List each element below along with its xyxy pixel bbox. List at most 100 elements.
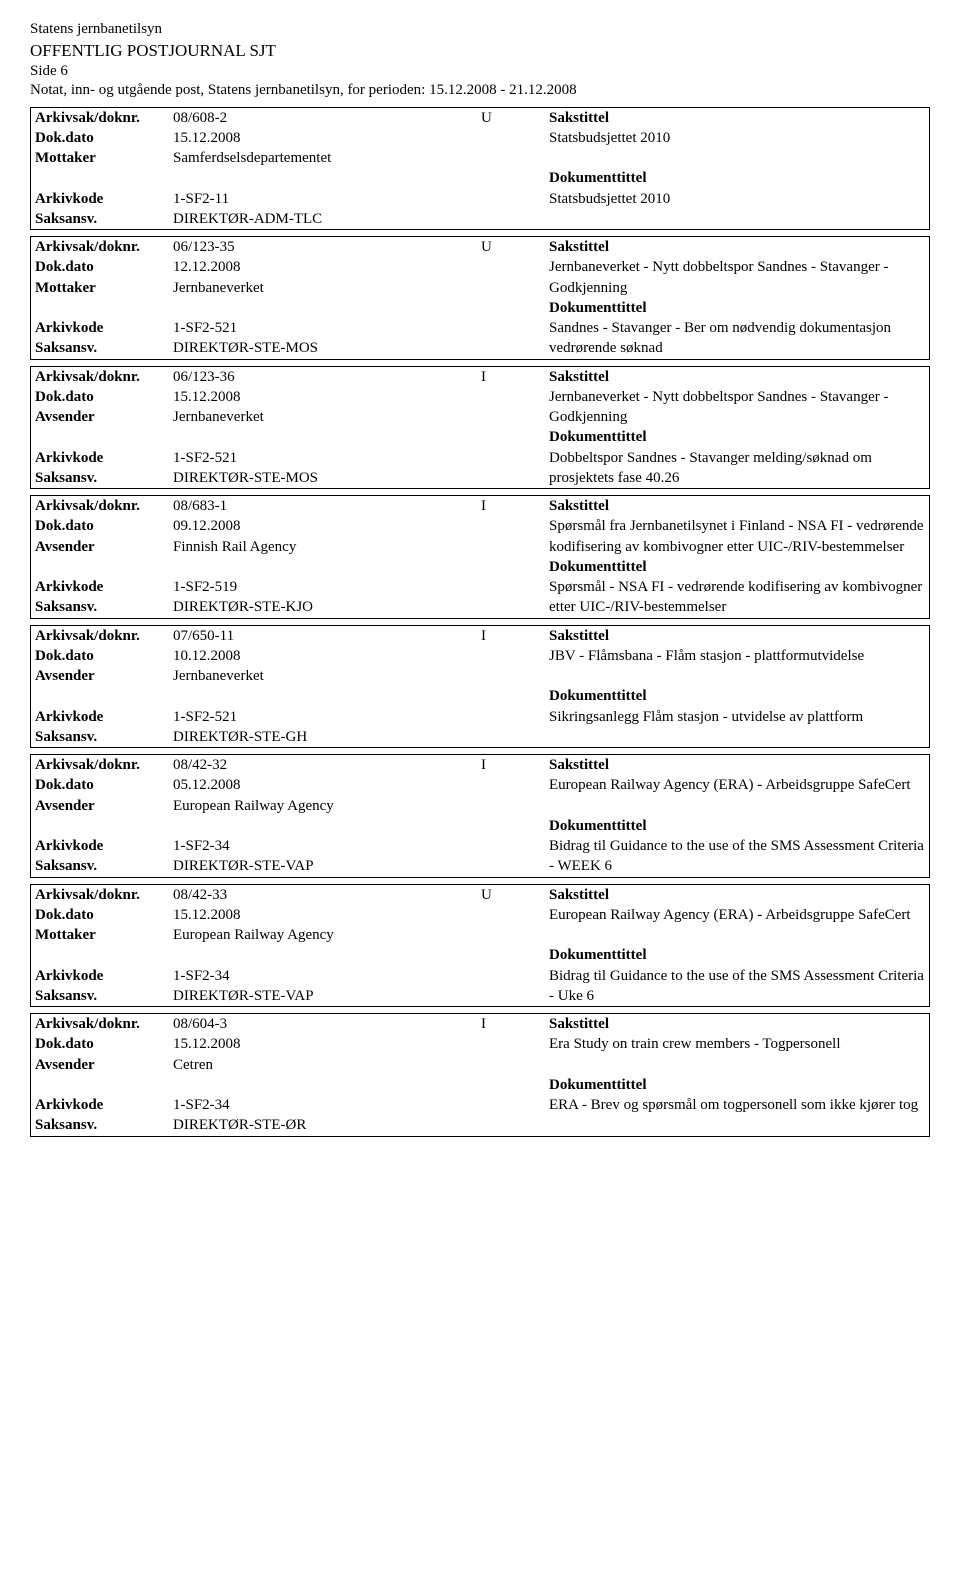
journal-entry: Arkivsak/doknr. 08/608-2 U Sakstittel Do… [30, 107, 930, 231]
party-value: Cetren [169, 1055, 477, 1075]
sakstittel-value: European Railway Agency (ERA) - Arbeidsg… [545, 905, 929, 946]
party-value: Jernbaneverket [169, 666, 477, 686]
party-value: European Railway Agency [169, 925, 477, 945]
arkivkode-label: Arkivkode [31, 577, 169, 597]
saksansv-value: DIREKTØR-STE-MOS [169, 338, 477, 358]
party-value: Jernbaneverket [169, 407, 477, 427]
arkivsak-value: 08/42-33 [169, 885, 477, 905]
journal-entry: Arkivsak/doknr. 08/42-32 I Sakstittel Do… [30, 754, 930, 878]
arkivsak-label: Arkivsak/doknr. [31, 885, 169, 905]
dokumenttittel-label: Dokumenttittel [545, 168, 929, 188]
party-label: Mottaker [31, 278, 169, 298]
journal-entry: Arkivsak/doknr. 08/604-3 I Sakstittel Do… [30, 1013, 930, 1137]
dokdato-value: 15.12.2008 [169, 905, 477, 925]
sakstittel-label: Sakstittel [545, 1014, 929, 1034]
saksansv-value: DIREKTØR-STE-MOS [169, 468, 477, 488]
journal-entry: Arkivsak/doknr. 08/683-1 I Sakstittel Do… [30, 495, 930, 619]
journal-entry: Arkivsak/doknr. 06/123-35 U Sakstittel D… [30, 236, 930, 360]
party-label: Avsender [31, 407, 169, 427]
dokumenttittel-value: Dobbeltspor Sandnes - Stavanger melding/… [545, 448, 929, 489]
dokdato-label: Dok.dato [31, 1034, 169, 1054]
dokumenttittel-label: Dokumenttittel [545, 945, 929, 965]
arkivsak-label: Arkivsak/doknr. [31, 108, 169, 128]
io-indicator: U [477, 885, 545, 905]
dokdato-label: Dok.dato [31, 387, 169, 407]
io-indicator: I [477, 1014, 545, 1034]
arkivsak-value: 08/42-32 [169, 755, 477, 775]
dokdato-value: 09.12.2008 [169, 516, 477, 536]
saksansv-value: DIREKTØR-STE-GH [169, 727, 477, 747]
dokdato-value: 05.12.2008 [169, 775, 477, 795]
arkivkode-label: Arkivkode [31, 1095, 169, 1115]
saksansv-label: Saksansv. [31, 1115, 169, 1135]
arkivkode-value: 1-SF2-34 [169, 966, 477, 986]
saksansv-value: DIREKTØR-STE-VAP [169, 986, 477, 1006]
arkivsak-value: 06/123-35 [169, 237, 477, 257]
party-value: Finnish Rail Agency [169, 537, 477, 557]
journal-entry: Arkivsak/doknr. 08/42-33 U Sakstittel Do… [30, 884, 930, 1008]
dokdato-label: Dok.dato [31, 646, 169, 666]
journal-title: OFFENTLIG POSTJOURNAL SJT [30, 40, 930, 62]
page-number: Side 6 [30, 62, 930, 82]
party-label: Avsender [31, 537, 169, 557]
saksansv-label: Saksansv. [31, 986, 169, 1006]
saksansv-label: Saksansv. [31, 209, 169, 229]
arkivkode-value: 1-SF2-11 [169, 189, 477, 209]
arkivkode-label: Arkivkode [31, 448, 169, 468]
arkivkode-label: Arkivkode [31, 966, 169, 986]
party-value: Samferdselsdepartementet [169, 148, 477, 168]
arkivkode-label: Arkivkode [31, 836, 169, 856]
saksansv-value: DIREKTØR-STE-KJO [169, 597, 477, 617]
journal-entry: Arkivsak/doknr. 06/123-36 I Sakstittel D… [30, 366, 930, 490]
period-line: Notat, inn- og utgående post, Statens je… [30, 81, 930, 101]
party-value: Jernbaneverket [169, 278, 477, 298]
io-indicator: U [477, 237, 545, 257]
party-label: Avsender [31, 666, 169, 686]
entries-container: Arkivsak/doknr. 08/608-2 U Sakstittel Do… [30, 107, 930, 1137]
dokumenttittel-value: Sandnes - Stavanger - Ber om nødvendig d… [545, 318, 929, 359]
party-label: Avsender [31, 1055, 169, 1075]
dokdato-value: 15.12.2008 [169, 1034, 477, 1054]
dokumenttittel-value: Sikringsanlegg Flåm stasjon - utvidelse … [545, 707, 929, 748]
arkivsak-value: 08/608-2 [169, 108, 477, 128]
page-header: Statens jernbanetilsyn OFFENTLIG POSTJOU… [30, 20, 930, 101]
sakstittel-value: Statsbudsjettet 2010 [545, 128, 929, 169]
dokdato-value: 15.12.2008 [169, 387, 477, 407]
io-indicator: I [477, 626, 545, 646]
sakstittel-value: Jernbaneverket - Nytt dobbeltspor Sandne… [545, 257, 929, 298]
dokdato-value: 12.12.2008 [169, 257, 477, 277]
dokdato-label: Dok.dato [31, 905, 169, 925]
dokumenttittel-value: Statsbudsjettet 2010 [545, 189, 929, 230]
dokdato-label: Dok.dato [31, 257, 169, 277]
arkivsak-value: 08/604-3 [169, 1014, 477, 1034]
sakstittel-value: European Railway Agency (ERA) - Arbeidsg… [545, 775, 929, 816]
dokumenttittel-value: Bidrag til Guidance to the use of the SM… [545, 966, 929, 1007]
dokdato-label: Dok.dato [31, 128, 169, 148]
arkivsak-label: Arkivsak/doknr. [31, 237, 169, 257]
saksansv-label: Saksansv. [31, 468, 169, 488]
dokumenttittel-value: ERA - Brev og spørsmål om togpersonell s… [545, 1095, 929, 1136]
party-label: Mottaker [31, 148, 169, 168]
dokumenttittel-value: Bidrag til Guidance to the use of the SM… [545, 836, 929, 877]
dokumenttittel-label: Dokumenttittel [545, 427, 929, 447]
saksansv-value: DIREKTØR-ADM-TLC [169, 209, 477, 229]
arkivkode-value: 1-SF2-34 [169, 836, 477, 856]
agency-name: Statens jernbanetilsyn [30, 20, 930, 40]
arkivkode-label: Arkivkode [31, 318, 169, 338]
io-indicator: I [477, 367, 545, 387]
sakstittel-label: Sakstittel [545, 237, 929, 257]
sakstittel-value: Spørsmål fra Jernbanetilsynet i Finland … [545, 516, 929, 557]
arkivkode-value: 1-SF2-521 [169, 448, 477, 468]
journal-entry: Arkivsak/doknr. 07/650-11 I Sakstittel D… [30, 625, 930, 749]
dokdato-value: 10.12.2008 [169, 646, 477, 666]
saksansv-label: Saksansv. [31, 727, 169, 747]
dokumenttittel-value: Spørsmål - NSA FI - vedrørende kodifiser… [545, 577, 929, 618]
arkivkode-value: 1-SF2-521 [169, 318, 477, 338]
sakstittel-value: Jernbaneverket - Nytt dobbeltspor Sandne… [545, 387, 929, 428]
arkivsak-label: Arkivsak/doknr. [31, 755, 169, 775]
saksansv-label: Saksansv. [31, 856, 169, 876]
dokdato-value: 15.12.2008 [169, 128, 477, 148]
arkivkode-value: 1-SF2-521 [169, 707, 477, 727]
dokumenttittel-label: Dokumenttittel [545, 816, 929, 836]
arkivsak-label: Arkivsak/doknr. [31, 1014, 169, 1034]
